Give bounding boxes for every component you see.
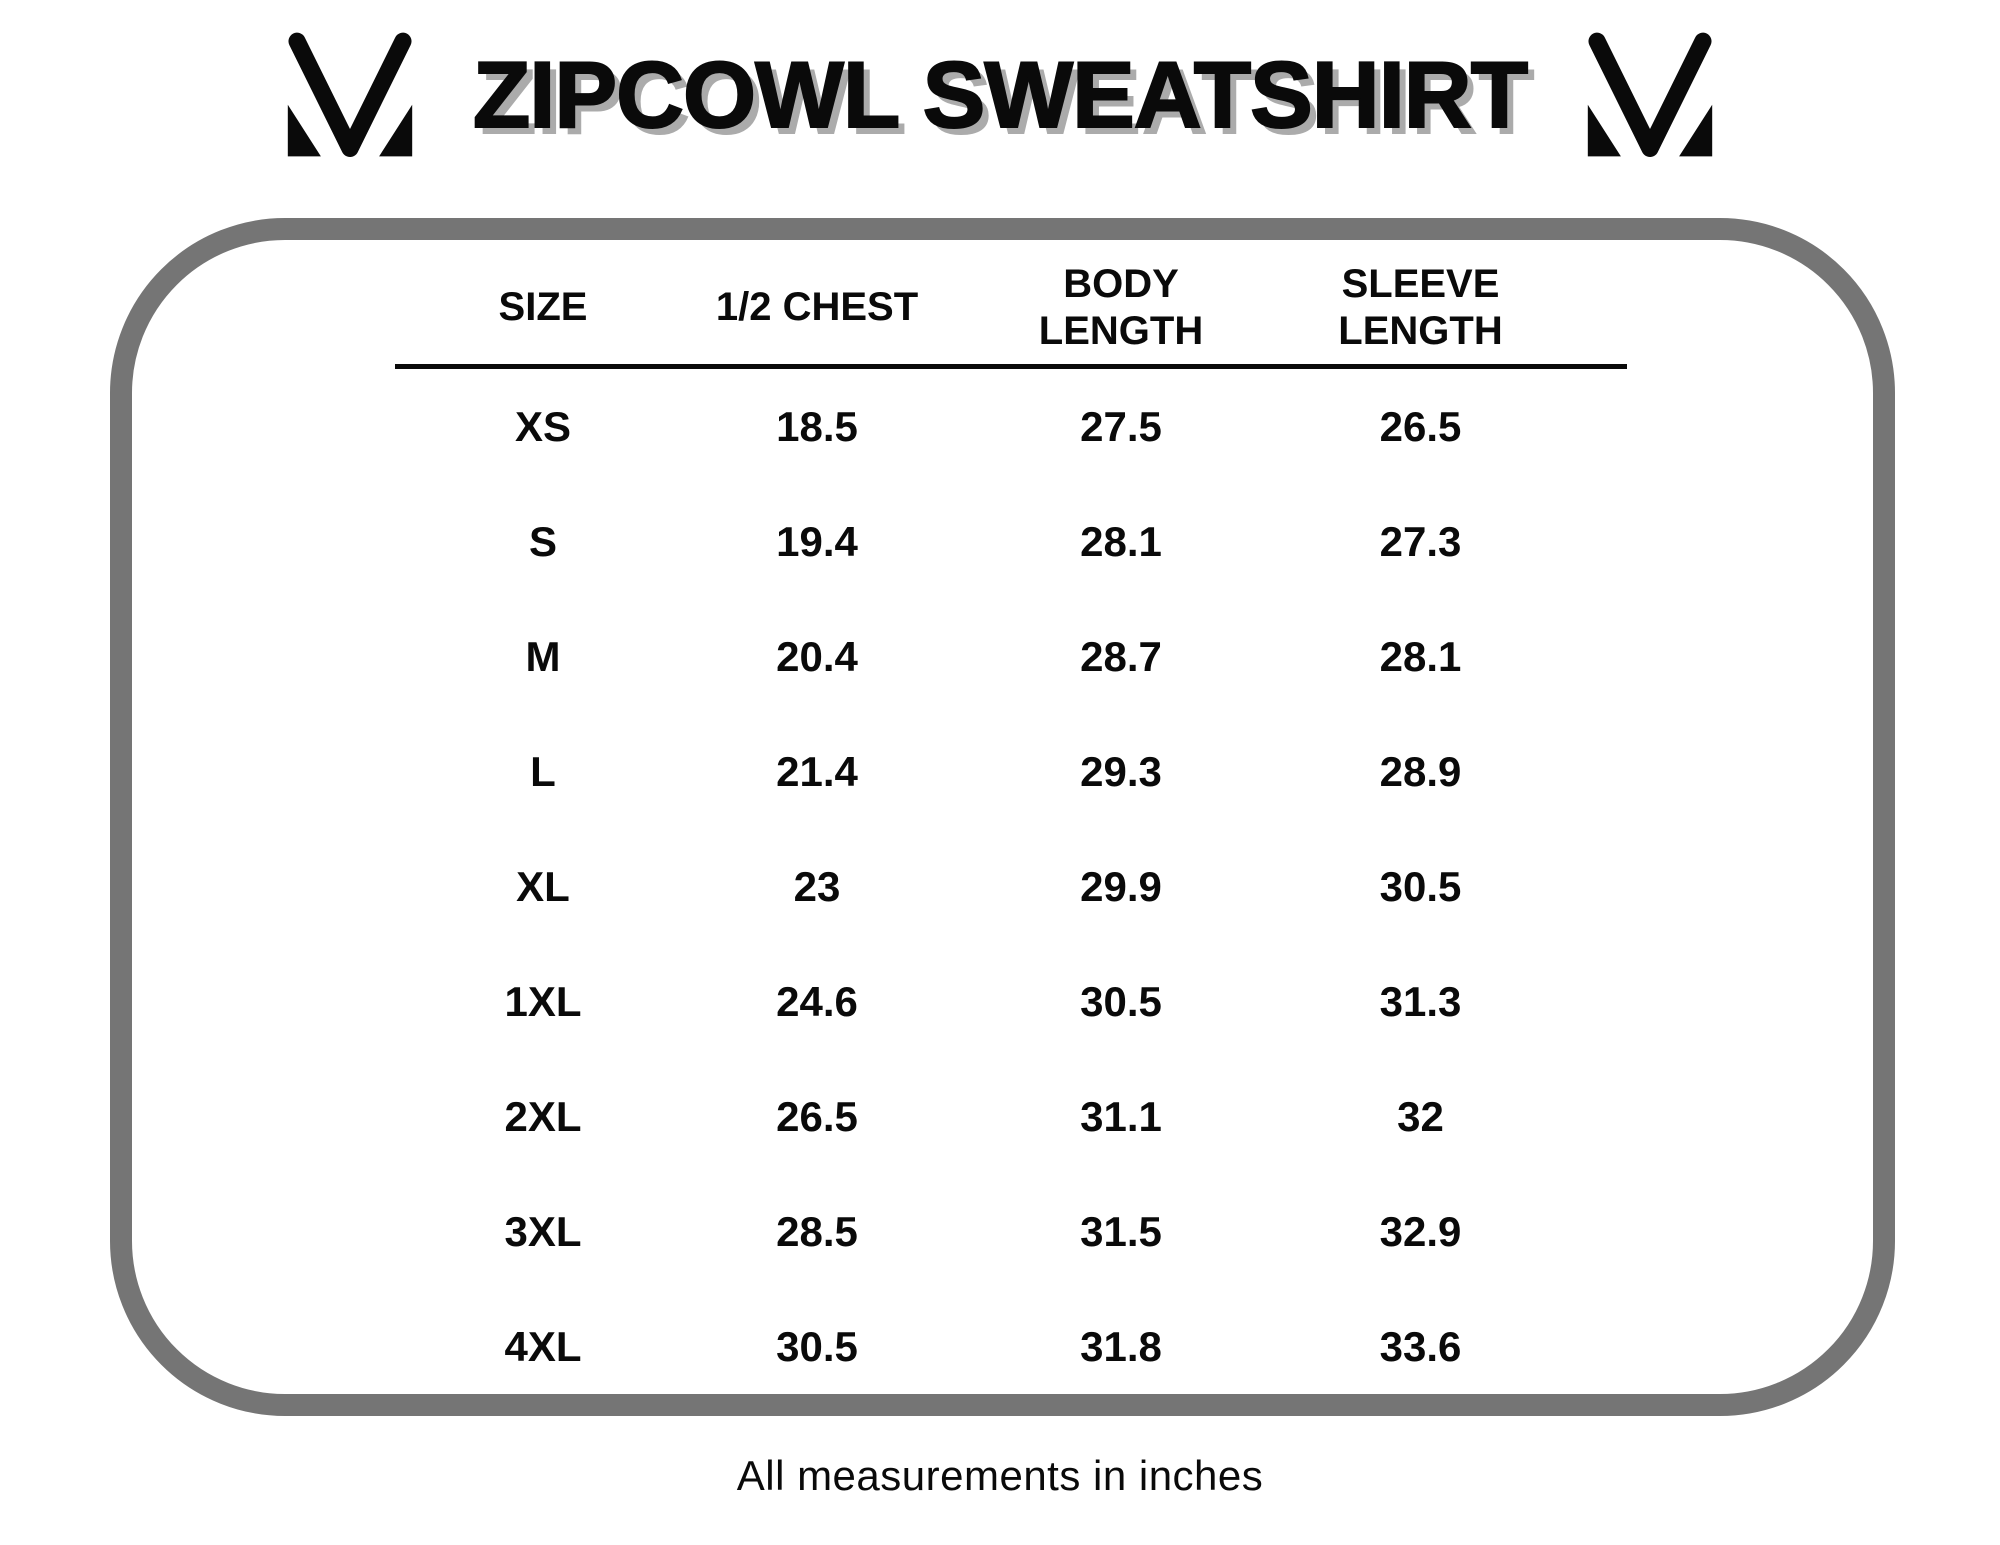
column-header-label: 1/2 CHEST [715,285,919,330]
body-length-cell: 30.5 [1080,977,1162,1025]
column-header-sleeve-length: SLEEVE LENGTH [1299,261,1627,355]
size-chart-frame [110,218,1895,1416]
size-cell: L [530,747,556,795]
table-row: 3XL 28.5 31.5 32.9 [395,1174,1627,1289]
column-header-body-length: BODY LENGTH [943,261,1299,355]
half-chest-cell: 24.6 [776,977,858,1025]
body-length-cell: 31.8 [1080,1322,1162,1370]
half-chest-cell: 19.4 [776,517,858,565]
size-cell: S [528,517,557,565]
size-cell: 2XL [504,1092,582,1140]
body-length-cell: 28.1 [1080,517,1162,565]
page-title: ZIPCOWL SWEATSHIRT [472,41,1529,148]
table-header-row: SIZE 1/2 CHEST BODY LENGTH SLEEVE LENGTH [395,252,1627,369]
column-header-half-chest: 1/2 CHEST [691,284,943,331]
size-cell: 3XL [504,1207,582,1255]
sleeve-length-cell: 26.5 [1379,402,1462,450]
size-cell: XL [516,862,570,910]
half-chest-cell: 26.5 [776,1092,858,1140]
column-header-label: SLEEVE LENGTH [1338,261,1503,353]
half-chest-cell: 21.4 [776,747,858,795]
size-chart-table: SIZE 1/2 CHEST BODY LENGTH SLEEVE LENGTH… [395,252,1627,1404]
table-row: 2XL 26.5 31.1 32 [395,1059,1627,1174]
sleeve-length-cell: 28.1 [1379,632,1462,680]
column-header-label: BODY LENGTH [1038,261,1204,353]
sleeve-length-cell: 31.3 [1379,977,1462,1025]
half-chest-cell: 20.4 [776,632,858,680]
size-cell: XS [514,402,572,450]
header: ZIPCOWL SWEATSHIRT [0,30,2000,160]
body-length-cell: 31.5 [1080,1207,1162,1255]
body-length-cell: 29.3 [1080,747,1162,795]
half-chest-cell: 30.5 [776,1322,858,1370]
table-row: XL 23 29.9 30.5 [395,829,1627,944]
half-chest-cell: 23 [793,862,841,910]
body-length-cell: 31.1 [1080,1092,1162,1140]
sleeve-length-cell: 30.5 [1379,862,1462,910]
table-row: M 20.4 28.7 28.1 [395,599,1627,714]
body-length-cell: 27.5 [1080,402,1162,450]
brand-m-icon [287,32,413,157]
size-cell: M [525,632,561,680]
brand-m-icon [1587,32,1713,157]
size-cell: 1XL [504,977,582,1025]
half-chest-cell: 18.5 [776,402,858,450]
table-row: L 21.4 29.3 28.9 [395,714,1627,829]
size-cell: 4XL [504,1322,582,1370]
table-row: 1XL 24.6 30.5 31.3 [395,944,1627,1059]
table-row: XS 18.5 27.5 26.5 [395,369,1627,484]
column-header-label: SIZE [498,285,588,330]
sleeve-length-cell: 32.9 [1379,1207,1462,1255]
measurements-note: All measurements in inches [736,1452,1264,1499]
column-header-size: SIZE [395,284,691,331]
table-row: S 19.4 28.1 27.3 [395,484,1627,599]
sleeve-length-cell: 33.6 [1379,1322,1462,1370]
half-chest-cell: 28.5 [776,1207,858,1255]
sleeve-length-cell: 28.9 [1379,747,1462,795]
table-row: 4XL 30.5 31.8 33.6 [395,1289,1627,1404]
sleeve-length-cell: 27.3 [1379,517,1462,565]
body-length-cell: 28.7 [1080,632,1162,680]
sleeve-length-cell: 32 [1397,1092,1444,1140]
body-length-cell: 29.9 [1080,862,1162,910]
